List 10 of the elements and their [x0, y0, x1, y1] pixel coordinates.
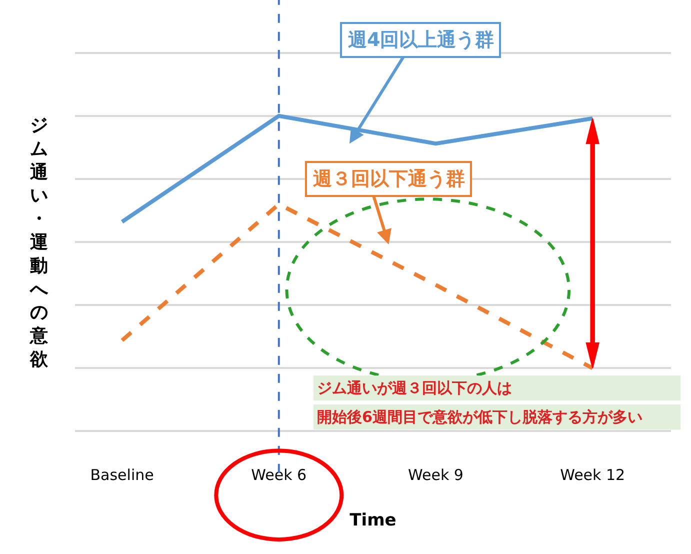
series-label: 週３回以下通う群 [312, 168, 465, 190]
x-tick-label: Week 12 [560, 466, 626, 484]
text: 開始後6週間目で意欲が低下し脱落する方が多い [317, 408, 642, 426]
text: ジム通いが週３回以下の人は [317, 379, 512, 397]
x-tick-label: Baseline [90, 466, 154, 484]
x-tick-label: Week 6 [251, 466, 307, 484]
x-axis-title: Time [350, 510, 396, 530]
text: 週4回以上通う群 [347, 29, 494, 51]
text: ジム通い・運動への意欲 [30, 115, 48, 370]
x-tick-label: Week 9 [408, 466, 464, 484]
